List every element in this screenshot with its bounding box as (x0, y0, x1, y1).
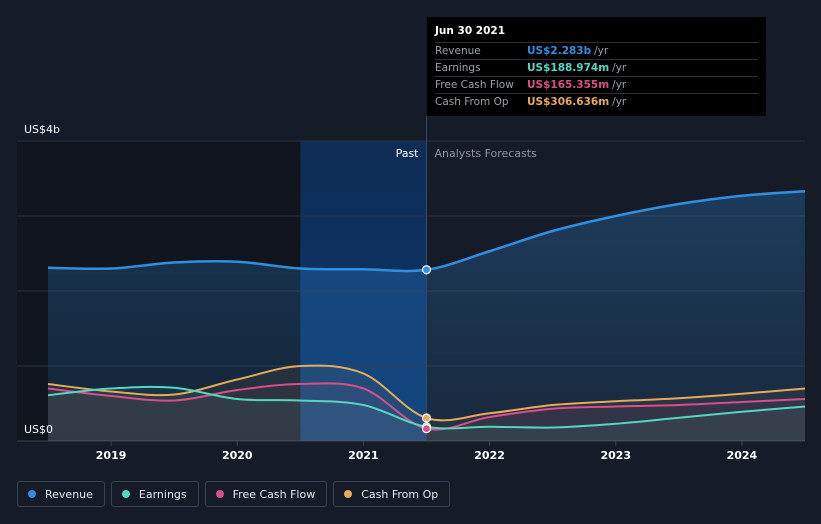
legend-item-revenue[interactable]: Revenue (17, 481, 105, 507)
legend-label: Revenue (45, 487, 93, 501)
tooltip-label: Cash From Op (435, 96, 509, 108)
tooltip-unit: /yr (612, 96, 627, 108)
tooltip-date: Jun 30 2021 (435, 25, 506, 37)
marker-cash-from-op (421, 413, 432, 423)
legend-item-earnings[interactable]: Earnings (110, 481, 199, 507)
x-tick-label: 2022 (474, 449, 505, 462)
series-area-cash-from-op (48, 365, 805, 441)
tooltip-label: Free Cash Flow (435, 79, 514, 91)
tooltip-row-earnings: Earnings US$188.974m /yr (435, 59, 758, 76)
tooltip-row-revenue: Revenue US$2.283b /yr (435, 42, 758, 59)
tooltip-unit: /yr (594, 45, 609, 57)
legend: Revenue Earnings Free Cash Flow Cash Fro… (17, 481, 451, 507)
tooltip-value: US$188.974m (527, 62, 610, 74)
x-tick-label: 2024 (727, 449, 758, 462)
legend-dot-icon (28, 490, 36, 498)
legend-dot-icon (121, 490, 130, 498)
tooltip-label: Revenue (435, 45, 481, 57)
tooltip-unit: /yr (612, 62, 627, 74)
tooltip-row-free-cash-flow: Free Cash Flow US$165.355m /yr (435, 76, 758, 93)
x-tick-label: 2020 (222, 449, 253, 462)
y-axis-label-top: US$4b (24, 123, 60, 136)
tooltip-unit: /yr (612, 79, 627, 91)
tooltip-value: US$306.636m (527, 96, 610, 108)
past-label: Past (396, 147, 420, 160)
series-area-earnings (48, 386, 805, 441)
legend-label: Earnings (138, 487, 187, 501)
legend-dot-icon (344, 490, 353, 498)
tooltip-label: Earnings (435, 62, 481, 74)
tooltip: Jun 30 2021 Revenue US$2.283b /yr Earnin… (427, 17, 766, 116)
tooltip-value: US$165.355m (527, 79, 610, 91)
legend-label: Free Cash Flow (232, 487, 316, 501)
tooltip-row-cash-from-op: Cash From Op US$306.636m /yr (435, 93, 758, 110)
y-axis-label-bottom: US$0 (24, 423, 53, 436)
legend-label: Cash From Op (361, 487, 439, 501)
tooltip-value: US$2.283b (527, 45, 592, 57)
legend-dot-icon (215, 490, 224, 498)
x-tick-label: 2019 (96, 449, 127, 462)
x-tick-label: 2023 (600, 449, 631, 462)
legend-item-free-cash-flow[interactable]: Free Cash Flow (204, 481, 328, 507)
marker-revenue (421, 265, 432, 275)
forecast-label: Analysts Forecasts (435, 147, 538, 160)
series-area-free-cash-flow (48, 383, 805, 441)
x-tick-label: 2021 (348, 449, 379, 462)
series-line-revenue (47, 190, 806, 273)
marker-free-cash-flow (421, 423, 432, 434)
legend-item-cash-from-op[interactable]: Cash From Op (333, 481, 451, 507)
